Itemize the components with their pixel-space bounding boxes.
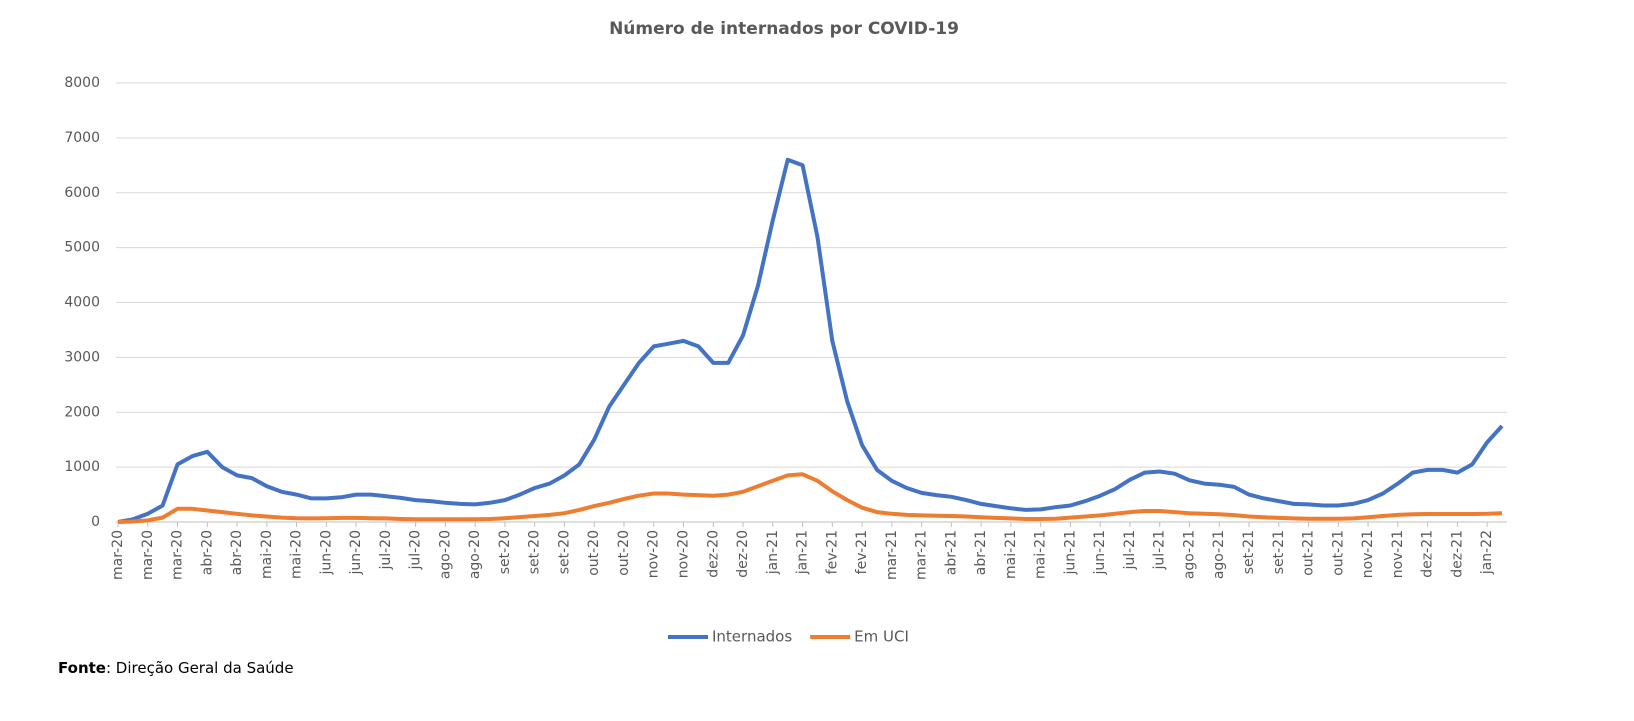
- x-tick-label: ago-20: [467, 530, 483, 579]
- chart-title: Número de internados por COVID-19: [609, 19, 959, 39]
- x-tick-label: jan-21: [795, 530, 811, 575]
- y-tick-label: 3000: [64, 349, 100, 365]
- x-tick-label: fev-21: [854, 530, 870, 574]
- x-tick-label: fev-21: [824, 530, 840, 574]
- x-tick-label: jul-20: [378, 530, 394, 571]
- x-tick-label: ago-20: [437, 530, 453, 579]
- x-tick-label: mai-21: [1003, 530, 1019, 579]
- series-line: [117, 157, 1504, 524]
- x-tick-label: out-21: [1330, 530, 1346, 576]
- y-tick-label: 6000: [64, 185, 100, 201]
- x-tick-label: jul-21: [1152, 530, 1168, 571]
- x-tick-label: jul-20: [408, 530, 424, 571]
- x-tick-label: mai-21: [1033, 530, 1049, 579]
- x-tick-label: dez-21: [1449, 530, 1465, 578]
- x-tick-label: mar-20: [110, 530, 126, 580]
- y-tick-label: 1000: [64, 459, 100, 475]
- x-tick-label: jul-21: [1122, 530, 1138, 571]
- x-tick-label: set-21: [1271, 530, 1287, 574]
- y-tick-label: 5000: [64, 240, 100, 256]
- x-tick-label: out-21: [1301, 530, 1317, 576]
- x-tick-label: jan-22: [1479, 530, 1495, 575]
- source-note: Fonte: Direção Geral da Saúde: [58, 659, 294, 677]
- x-tick-label: nov-21: [1390, 530, 1406, 578]
- series-line: [117, 472, 1503, 524]
- x-tick-label: ago-21: [1181, 530, 1197, 579]
- y-tick-label: 4000: [64, 295, 100, 311]
- x-tick-label: mar-20: [140, 530, 156, 580]
- x-tick-label: dez-20: [735, 530, 751, 578]
- x-tick-label: out-20: [586, 530, 602, 576]
- x-tick-label: mai-20: [289, 530, 305, 579]
- x-tick-label: nov-21: [1360, 530, 1376, 578]
- x-tick-label: out-20: [616, 530, 632, 576]
- source-text: : Direção Geral da Saúde: [106, 659, 294, 677]
- x-tick-label: nov-20: [676, 530, 692, 578]
- x-tick-label: jun-21: [1092, 530, 1108, 576]
- x-tick-label: jun-21: [1062, 530, 1078, 576]
- legend-label: Internados: [712, 628, 792, 646]
- x-tick-label: mai-20: [259, 530, 275, 579]
- x-tick-label: ago-21: [1211, 530, 1227, 579]
- x-tick-label: abr-21: [943, 530, 959, 575]
- x-tick-label: jun-20: [348, 530, 364, 576]
- y-tick-label: 8000: [64, 75, 100, 91]
- x-tick-label: mar-20: [170, 530, 186, 580]
- x-tick-label: abr-20: [199, 530, 215, 575]
- x-tick-label: set-21: [1241, 530, 1257, 574]
- y-tick-label: 2000: [64, 404, 100, 420]
- x-tick-label: jun-20: [318, 530, 334, 576]
- x-tick-label: mar-21: [914, 530, 930, 580]
- x-tick-label: set-20: [497, 530, 513, 574]
- legend-label: Em UCI: [854, 628, 909, 646]
- y-tick-label: 7000: [64, 130, 100, 146]
- y-tick-label: 0: [91, 514, 100, 530]
- x-tick-label: abr-20: [229, 530, 245, 575]
- source-label: Fonte: [58, 659, 106, 677]
- x-tick-label: jan-21: [765, 530, 781, 575]
- x-tick-label: nov-20: [646, 530, 662, 578]
- x-tick-label: set-20: [556, 530, 572, 574]
- x-tick-label: dez-20: [705, 530, 721, 578]
- x-tick-label: set-20: [527, 530, 543, 574]
- x-tick-label: abr-21: [973, 530, 989, 575]
- x-tick-label: mar-21: [884, 530, 900, 580]
- x-tick-label: dez-21: [1420, 530, 1436, 578]
